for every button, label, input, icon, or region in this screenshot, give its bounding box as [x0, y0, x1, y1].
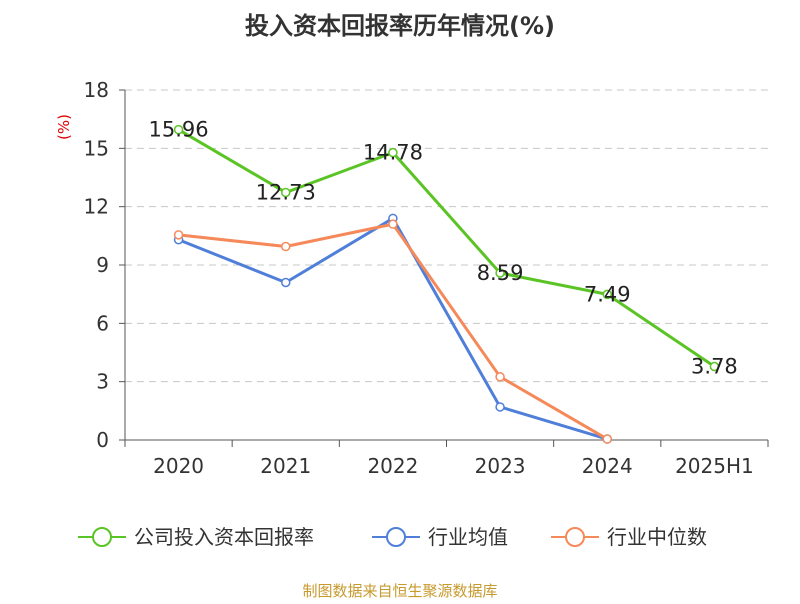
- data-point: [709, 361, 720, 372]
- x-tick-label: 2020: [153, 454, 204, 478]
- y-tick-label: 12: [84, 195, 109, 219]
- x-tick-label: 2025H1: [675, 454, 754, 478]
- data-point: [281, 277, 291, 288]
- x-tick-label: 2024: [582, 454, 633, 478]
- data-point: [281, 187, 291, 198]
- data-label: 3.78: [691, 355, 738, 379]
- legend-swatch-marker: [565, 527, 585, 547]
- data-point: [388, 147, 398, 158]
- chart-title: 投入资本回报率历年情况(%): [245, 12, 555, 40]
- legend-label: 行业均值: [428, 525, 508, 549]
- x-tick-label: 2022: [367, 454, 418, 478]
- data-point: [602, 289, 612, 300]
- data-label-layer: 15.96 12.73 14.78 8.59 7.49 3.78: [149, 118, 738, 379]
- axis-layer: 0 3 6 9 12 15 18 2020 2021 2022 2023 2024 2025H1: [84, 78, 769, 478]
- data-point: [388, 219, 398, 229]
- source-footer: 制图数据来自恒生聚源数据库: [302, 582, 497, 600]
- legend-swatch-marker: [92, 527, 112, 547]
- legend-label: 行业中位数: [607, 525, 707, 549]
- data-label: 7.49: [584, 282, 631, 306]
- data-label: 15.96: [149, 118, 209, 142]
- data-label: 12.73: [256, 180, 316, 204]
- series-line-2: [178, 222, 609, 441]
- x-tick-label: 2023: [475, 454, 526, 478]
- series-line-0: [177, 128, 716, 368]
- data-label: 8.59: [477, 261, 524, 285]
- data-point: [495, 268, 505, 278]
- y-tick-label: 6: [96, 311, 109, 335]
- data-point: [495, 402, 505, 412]
- y-axis-label: (%): [55, 114, 73, 140]
- x-tick-label: 2021: [260, 454, 311, 478]
- y-tick-label: 9: [96, 253, 109, 277]
- data-point: [173, 230, 184, 240]
- legend-swatch-marker: [386, 527, 406, 547]
- data-point: [495, 372, 505, 382]
- legend: 公司投入资本回报率 行业均值 行业中位数: [78, 525, 707, 549]
- legend-label: 公司投入资本回报率: [134, 525, 314, 549]
- data-point: [173, 124, 184, 135]
- data-label: 14.78: [363, 141, 423, 165]
- y-tick-label: 15: [84, 136, 109, 160]
- y-tick-label: 0: [96, 428, 109, 452]
- series-line-1: [178, 216, 608, 441]
- y-tick-label: 3: [96, 370, 109, 394]
- series-layer: [173, 124, 720, 444]
- data-point: [602, 434, 612, 444]
- data-point: [281, 241, 291, 252]
- y-tick-label: 18: [84, 78, 109, 102]
